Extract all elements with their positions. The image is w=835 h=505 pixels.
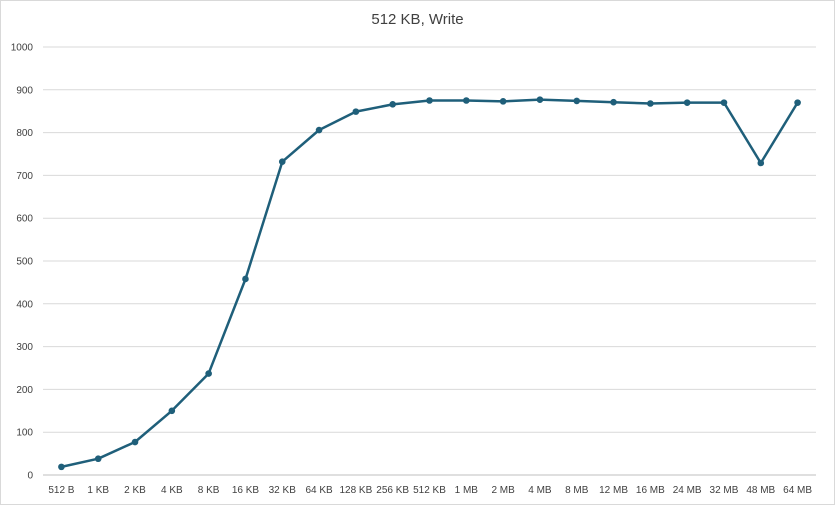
data-point [683, 99, 691, 106]
data-point [168, 407, 176, 415]
data-point [573, 97, 581, 105]
x-tick-label: 16 KB [232, 485, 260, 496]
data-point [463, 97, 470, 104]
x-tick-label: 48 MB [746, 485, 775, 496]
x-tick-label: 16 MB [636, 485, 665, 496]
data-point [757, 159, 765, 167]
data-point [131, 438, 139, 446]
y-tick-label: 600 [16, 214, 33, 225]
data-point [647, 100, 654, 107]
x-tick-label: 512 B [48, 485, 74, 496]
data-point [610, 98, 617, 106]
x-tick-label: 8 MB [565, 485, 589, 496]
x-tick-label: 128 KB [339, 485, 372, 496]
data-point [426, 97, 433, 104]
data-point [499, 98, 507, 105]
x-tick-label: 512 KB [413, 485, 446, 496]
x-tick-label: 24 MB [673, 485, 702, 496]
x-tick-label: 2 KB [124, 485, 146, 496]
y-tick-label: 900 [16, 85, 33, 96]
y-tick-label: 400 [16, 299, 33, 310]
x-tick-label: 8 KB [198, 485, 220, 496]
y-tick-label: 500 [16, 257, 33, 268]
data-point [205, 370, 212, 377]
data-point [794, 99, 801, 106]
y-tick-label: 0 [27, 471, 33, 482]
data-point [278, 158, 286, 166]
x-tick-label: 64 KB [305, 485, 333, 496]
x-tick-label: 32 KB [269, 485, 297, 496]
y-tick-label: 100 [16, 428, 33, 439]
data-point [352, 108, 360, 115]
x-tick-label: 12 MB [599, 485, 628, 496]
x-tick-label: 32 MB [710, 485, 739, 496]
y-tick-label: 800 [16, 128, 33, 139]
x-tick-label: 1 KB [87, 485, 109, 496]
data-point [315, 126, 323, 134]
x-tick-label: 4 MB [528, 485, 552, 496]
x-tick-label: 64 MB [783, 485, 812, 496]
x-tick-label: 4 KB [161, 485, 183, 496]
data-point [242, 275, 249, 283]
y-tick-label: 1000 [11, 43, 34, 54]
y-tick-label: 200 [16, 385, 33, 396]
data-point [720, 99, 728, 106]
y-tick-label: 300 [16, 342, 33, 353]
data-point [58, 463, 65, 471]
data-point [94, 455, 102, 463]
y-tick-label: 700 [16, 171, 33, 182]
data-point [536, 96, 544, 103]
chart-title: 512 KB, Write [371, 11, 464, 28]
x-tick-label: 1 MB [455, 485, 479, 496]
x-tick-label: 2 MB [491, 485, 515, 496]
data-point [389, 101, 396, 108]
x-tick-label: 256 KB [376, 485, 409, 496]
